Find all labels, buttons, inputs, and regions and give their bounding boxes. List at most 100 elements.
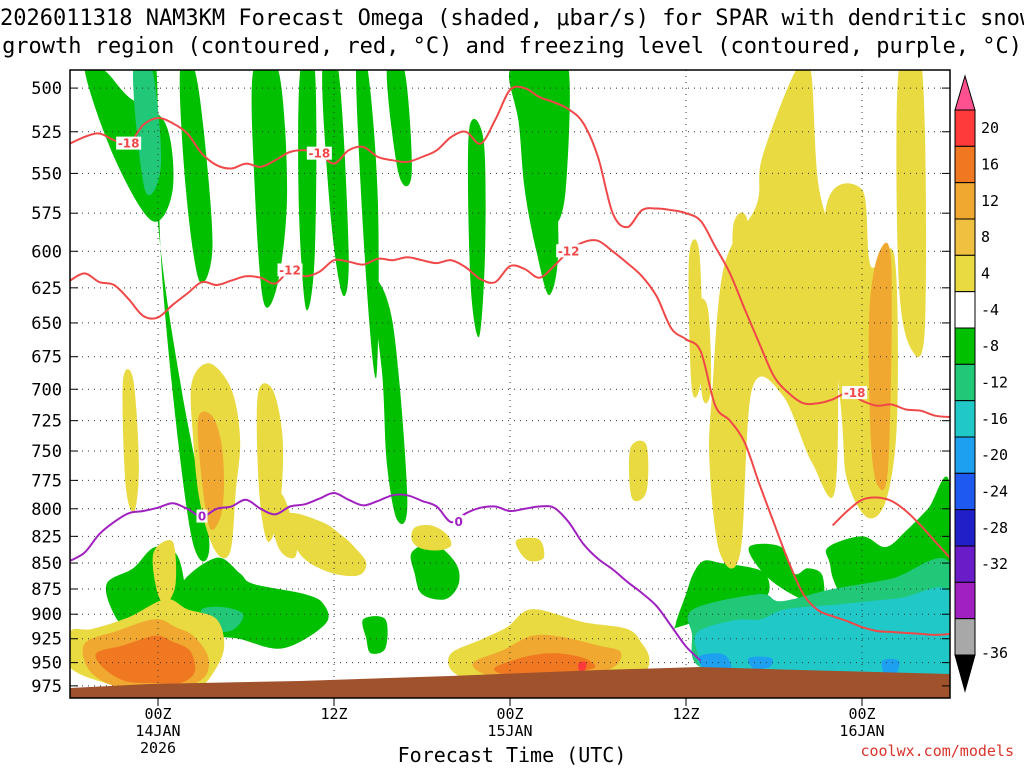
omega-region-32 xyxy=(578,661,587,672)
colorbar-box xyxy=(954,509,976,547)
colorbar-label: 20 xyxy=(981,119,999,137)
omega-region-3 xyxy=(179,70,213,284)
colorbar-top-arrow xyxy=(954,74,976,111)
y-tick-label: 975 xyxy=(31,677,62,697)
colorbar-box xyxy=(954,581,976,620)
colorbar-label: -32 xyxy=(981,555,1008,573)
contour-line-2 xyxy=(831,496,950,559)
y-tick-label: 675 xyxy=(31,348,62,368)
x-tick-label: 12Z xyxy=(672,705,699,723)
y-tick-label: 700 xyxy=(31,380,62,400)
omega-region-36 xyxy=(152,540,177,605)
colorbar-label: 4 xyxy=(981,265,990,283)
omega-region-34 xyxy=(197,411,225,530)
colorbar-label: -20 xyxy=(981,446,1008,464)
colorbar-box xyxy=(954,400,976,438)
contour-label-bg xyxy=(842,386,868,400)
colorbar-label: -4 xyxy=(981,301,999,319)
contour-label: -18 xyxy=(118,137,140,151)
y-tick-label: 775 xyxy=(31,471,62,491)
contour-label: 0 xyxy=(198,510,206,524)
y-tick-label: 725 xyxy=(31,412,62,432)
omega-region-16 xyxy=(362,616,388,654)
omega-region-40 xyxy=(411,525,452,551)
x-axis-title: Forecast Time (UTC) xyxy=(397,743,627,767)
omega-region-49 xyxy=(868,242,892,491)
chart-title-line-1: 2026011318 NAM3KM Forecast Omega (shaded… xyxy=(0,6,1024,31)
omega-region-11 xyxy=(508,70,559,296)
y-tick-label: 875 xyxy=(31,580,62,600)
y-tick-label: 825 xyxy=(31,527,62,547)
colorbar-box xyxy=(954,436,976,474)
omega-region-8 xyxy=(371,278,408,525)
y-tick-label: 950 xyxy=(31,654,62,674)
omega-region-17 xyxy=(410,543,460,600)
terrain-ground xyxy=(70,667,950,698)
omega-region-43 xyxy=(688,239,703,398)
omega-region-2 xyxy=(132,70,162,196)
omega-region-28 xyxy=(95,635,196,685)
y-tick-label: 550 xyxy=(31,164,62,184)
omega-region-5 xyxy=(298,70,317,311)
colorbar-label: -12 xyxy=(981,374,1008,392)
colorbar-box xyxy=(954,472,976,511)
y-tick-label: 800 xyxy=(31,500,62,520)
x-tick-label: 2026 xyxy=(140,739,176,757)
y-tick-label: 600 xyxy=(31,242,62,262)
contour-label: -12 xyxy=(558,244,580,258)
omega-region-48 xyxy=(896,70,927,358)
colorbar-box xyxy=(954,109,976,147)
y-tick-label: 650 xyxy=(31,314,62,334)
omega-region-35 xyxy=(122,369,139,512)
y-tick-label: 625 xyxy=(31,279,62,299)
colorbar-label: -24 xyxy=(981,483,1008,501)
omega-region-9 xyxy=(386,70,412,187)
contour-label-bg xyxy=(277,263,303,277)
contour-label-bg xyxy=(556,244,582,258)
colorbar-box xyxy=(954,618,976,656)
contour-label-bg xyxy=(116,136,142,150)
y-tick-label: 900 xyxy=(31,605,62,625)
omega-region-39 xyxy=(286,512,367,577)
y-tick-label: 500 xyxy=(31,79,62,99)
credit-text: coolwx.com/models xyxy=(860,742,1014,760)
contour-line-3 xyxy=(70,492,702,662)
colorbar-bottom-arrow xyxy=(954,654,976,693)
colorbar-box xyxy=(954,291,976,329)
colorbar-box xyxy=(954,363,976,402)
omega-region-12 xyxy=(545,70,570,223)
colorbar-box xyxy=(954,254,976,293)
colorbar-label: -36 xyxy=(981,644,1008,662)
omega-region-6 xyxy=(322,70,349,297)
contour-label: -18 xyxy=(844,386,866,400)
colorbar-label: -8 xyxy=(981,337,999,355)
colorbar-label: 12 xyxy=(981,192,999,210)
contour-line-0 xyxy=(70,85,950,418)
omega-region-4 xyxy=(251,70,288,308)
colorbar-label: -28 xyxy=(981,519,1008,537)
omega-region-46 xyxy=(709,70,839,569)
x-tick-label: 14JAN xyxy=(135,722,180,740)
y-tick-label: 925 xyxy=(31,630,62,650)
colorbar-label: 16 xyxy=(981,156,999,174)
x-tick-label: 16JAN xyxy=(839,722,884,740)
x-tick-label: 00Z xyxy=(496,705,523,723)
colorbar-box xyxy=(954,182,976,220)
colorbar-label: -16 xyxy=(981,410,1008,428)
contour-label: -18 xyxy=(308,147,330,161)
omega-region-19 xyxy=(748,543,825,605)
y-tick-label: 575 xyxy=(31,204,62,224)
contour-label-bg xyxy=(306,146,332,160)
contour-line-1 xyxy=(70,239,950,636)
colorbar-box xyxy=(954,327,976,365)
contour-label: 0 xyxy=(454,515,462,529)
colorbar-box xyxy=(954,218,976,256)
omega-region-42 xyxy=(628,440,649,502)
contour-label: -12 xyxy=(279,263,301,277)
x-tick-label: 12Z xyxy=(320,705,347,723)
colorbar-label: 8 xyxy=(981,228,990,246)
x-tick-label: 00Z xyxy=(144,705,171,723)
omega-region-38 xyxy=(267,490,298,559)
colorbar-box xyxy=(954,145,976,184)
